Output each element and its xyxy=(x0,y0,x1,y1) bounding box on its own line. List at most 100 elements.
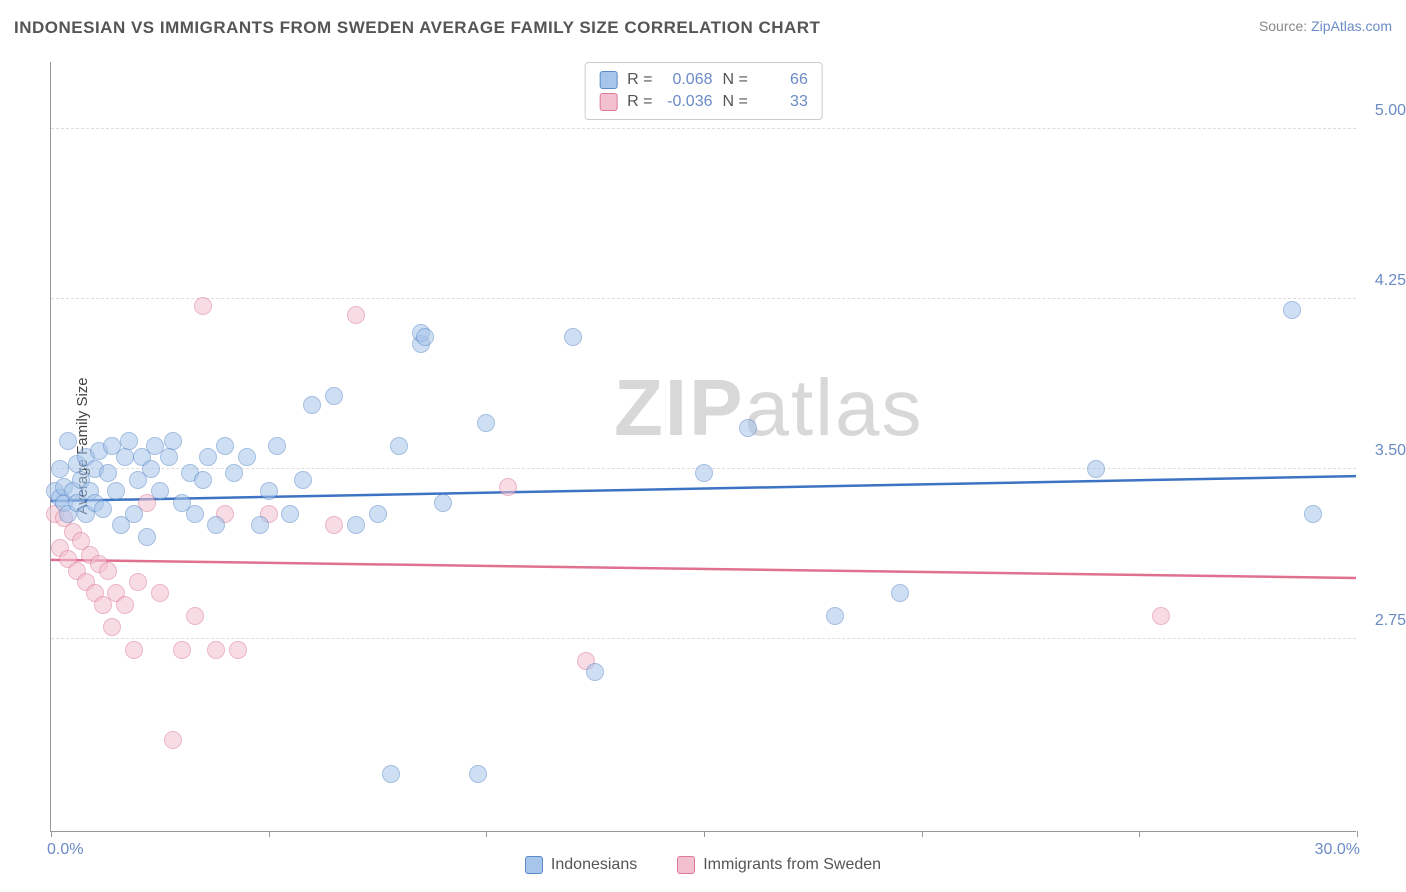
data-point xyxy=(173,641,191,659)
data-point xyxy=(207,641,225,659)
data-point xyxy=(99,464,117,482)
data-point xyxy=(416,328,434,346)
data-point xyxy=(186,607,204,625)
data-point xyxy=(103,618,121,636)
y-tick-label: 2.75 xyxy=(1360,612,1406,630)
data-point xyxy=(564,328,582,346)
y-tick-label: 4.25 xyxy=(1360,272,1406,290)
x-tick xyxy=(704,831,705,837)
data-point xyxy=(1087,460,1105,478)
x-tick xyxy=(1139,831,1140,837)
gridline xyxy=(51,638,1356,639)
data-point xyxy=(194,471,212,489)
x-tick xyxy=(269,831,270,837)
data-point xyxy=(347,516,365,534)
watermark-light: atlas xyxy=(744,363,923,452)
x-tick xyxy=(51,831,52,837)
title-bar: INDONESIAN VS IMMIGRANTS FROM SWEDEN AVE… xyxy=(14,18,1392,46)
data-point xyxy=(207,516,225,534)
data-point xyxy=(891,584,909,602)
data-point xyxy=(294,471,312,489)
legend-swatch-2 xyxy=(677,856,695,874)
trend-line xyxy=(51,560,1356,578)
data-point xyxy=(1304,505,1322,523)
legend-label-2: Immigrants from Sweden xyxy=(703,856,881,874)
stats-row-series2: R = -0.036 N = 33 xyxy=(599,91,808,113)
stat-r-label: R = xyxy=(627,91,652,113)
data-point xyxy=(434,494,452,512)
legend-swatch-1 xyxy=(525,856,543,874)
data-point xyxy=(142,460,160,478)
data-point xyxy=(238,448,256,466)
gridline xyxy=(51,128,1356,129)
data-point xyxy=(116,448,134,466)
data-point xyxy=(194,297,212,315)
data-point xyxy=(382,765,400,783)
legend-item-series2: Immigrants from Sweden xyxy=(677,856,881,874)
gridline xyxy=(51,298,1356,299)
data-point xyxy=(1152,607,1170,625)
data-point xyxy=(94,500,112,518)
data-point xyxy=(120,432,138,450)
data-point xyxy=(164,432,182,450)
data-point xyxy=(59,432,77,450)
legend-item-series1: Indonesians xyxy=(525,856,637,874)
source-attribution: Source: ZipAtlas.com xyxy=(1259,18,1392,34)
y-tick-label: 3.50 xyxy=(1360,442,1406,460)
swatch-series2 xyxy=(599,93,617,111)
data-point xyxy=(186,505,204,523)
data-point xyxy=(151,482,169,500)
data-point xyxy=(499,478,517,496)
source-link[interactable]: ZipAtlas.com xyxy=(1311,18,1392,34)
data-point xyxy=(160,448,178,466)
chart-title: INDONESIAN VS IMMIGRANTS FROM SWEDEN AVE… xyxy=(14,18,820,37)
data-point xyxy=(695,464,713,482)
data-point xyxy=(125,641,143,659)
data-point xyxy=(107,482,125,500)
data-point xyxy=(99,562,117,580)
stat-n-value-2: 33 xyxy=(758,91,808,113)
data-point xyxy=(164,731,182,749)
data-point xyxy=(469,765,487,783)
data-point xyxy=(369,505,387,523)
watermark-bold: ZIP xyxy=(614,363,744,452)
data-point xyxy=(303,396,321,414)
data-point xyxy=(138,528,156,546)
plot-area: R = 0.068 N = 66 R = -0.036 N = 33 ZIPat… xyxy=(50,62,1356,832)
data-point xyxy=(251,516,269,534)
data-point xyxy=(268,437,286,455)
y-tick-label: 5.00 xyxy=(1360,102,1406,120)
x-tick xyxy=(922,831,923,837)
stats-row-series1: R = 0.068 N = 66 xyxy=(599,69,808,91)
data-point xyxy=(51,460,69,478)
legend-label-1: Indonesians xyxy=(551,856,637,874)
stat-r-value-2: -0.036 xyxy=(663,91,713,113)
bottom-legend: Indonesians Immigrants from Sweden xyxy=(50,856,1356,874)
data-point xyxy=(125,505,143,523)
stat-n-label: N = xyxy=(723,69,748,91)
data-point xyxy=(260,482,278,500)
data-point xyxy=(325,516,343,534)
stat-r-label: R = xyxy=(627,69,652,91)
stat-r-value-1: 0.068 xyxy=(663,69,713,91)
stat-n-value-1: 66 xyxy=(758,69,808,91)
x-tick xyxy=(486,831,487,837)
data-point xyxy=(586,663,604,681)
data-point xyxy=(151,584,169,602)
data-point xyxy=(325,387,343,405)
data-point xyxy=(216,437,234,455)
stat-n-label: N = xyxy=(723,91,748,113)
data-point xyxy=(281,505,299,523)
trendlines-svg xyxy=(51,62,1356,831)
data-point xyxy=(1283,301,1301,319)
data-point xyxy=(116,596,134,614)
swatch-series1 xyxy=(599,71,617,89)
data-point xyxy=(129,573,147,591)
data-point xyxy=(225,464,243,482)
data-point xyxy=(347,306,365,324)
data-point xyxy=(199,448,217,466)
stats-legend-box: R = 0.068 N = 66 R = -0.036 N = 33 xyxy=(584,62,823,120)
source-prefix: Source: xyxy=(1259,18,1311,34)
chart-container: INDONESIAN VS IMMIGRANTS FROM SWEDEN AVE… xyxy=(0,0,1406,892)
data-point xyxy=(477,414,495,432)
